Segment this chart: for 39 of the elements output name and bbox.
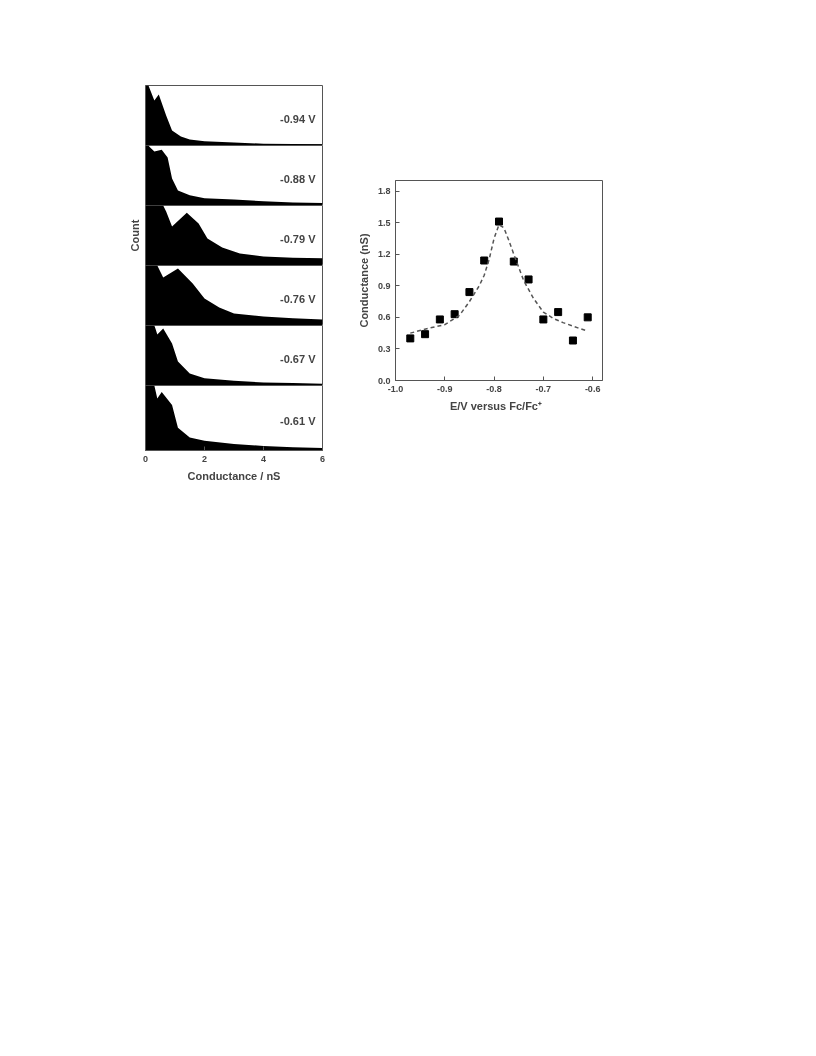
point (450, 310, 459, 319)
x-tick-label: -0.9 (437, 383, 453, 394)
x-axis-title: E/V versus Fc/Fc⁺ (449, 399, 542, 412)
point (421, 330, 430, 339)
annotation: -0.88 V (280, 172, 317, 185)
point (524, 275, 533, 284)
y-tick-label: 0.6 (377, 312, 391, 323)
x-tick-label: 0 (143, 453, 149, 464)
point (465, 288, 474, 297)
y-axis-title: Count (128, 219, 141, 252)
x-tick-label: -0.8 (486, 383, 502, 394)
x-tick-label: -0.7 (535, 383, 552, 394)
x-tick-label: -0.6 (584, 383, 601, 394)
y-axis-title: Conductance (nS) (357, 233, 370, 328)
point (554, 308, 563, 317)
y-tick-label: 1.5 (377, 217, 391, 228)
point (583, 313, 592, 322)
point (406, 334, 415, 343)
y-tick-label: 1.8 (377, 186, 391, 197)
point (480, 256, 489, 265)
point (495, 217, 503, 226)
x-axis-title: Conductance / nS (187, 469, 281, 482)
annotation: -0.79 V (280, 232, 317, 245)
point (539, 315, 548, 324)
x-tick-label: 6 (320, 453, 326, 464)
annotation: -0.61 V (280, 415, 317, 428)
annotation: -0.76 V (280, 292, 317, 305)
y-tick-label: 0.9 (377, 280, 391, 291)
y-tick-label: 1.2 (377, 249, 391, 260)
point (435, 315, 444, 324)
point (509, 257, 518, 266)
x-tick-label: 2 (202, 453, 208, 464)
annotation: -0.94 V (280, 112, 317, 125)
annotation: -0.67 V (280, 352, 317, 365)
x-tick-label: -1.0 (387, 383, 404, 394)
y-tick-label: 0.0 (377, 375, 391, 386)
point (568, 336, 577, 345)
y-tick-label: 0.3 (377, 343, 391, 354)
x-tick-label: 4 (261, 453, 267, 464)
